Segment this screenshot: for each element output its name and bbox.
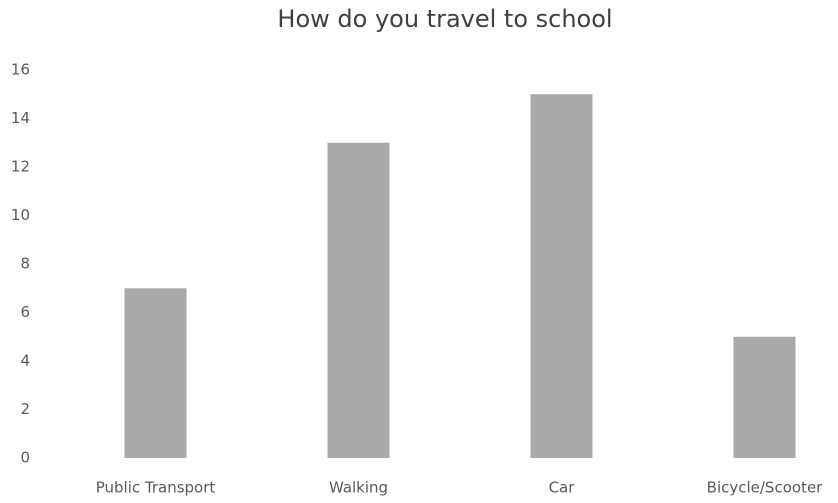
chart-title: How do you travel to school	[277, 5, 612, 33]
x-tick-label: Car	[549, 479, 576, 497]
y-tick-label: 14	[11, 109, 30, 127]
bar	[733, 336, 796, 458]
y-tick-label: 16	[11, 61, 30, 79]
y-tick-label: 6	[20, 303, 30, 321]
y-tick-label: 10	[11, 206, 30, 224]
x-tick-label: Bicycle/Scooter	[707, 479, 824, 497]
y-tick-label: 4	[20, 352, 30, 370]
y-tick-label: 8	[20, 255, 30, 273]
y-tick-label: 12	[11, 158, 30, 176]
x-tick-label: Walking	[329, 479, 388, 497]
x-tick-label: Public Transport	[96, 479, 216, 497]
bar	[530, 94, 593, 458]
y-tick-label: 2	[20, 400, 30, 418]
bar	[124, 288, 187, 458]
bar	[327, 142, 390, 458]
y-tick-label: 0	[20, 449, 30, 467]
